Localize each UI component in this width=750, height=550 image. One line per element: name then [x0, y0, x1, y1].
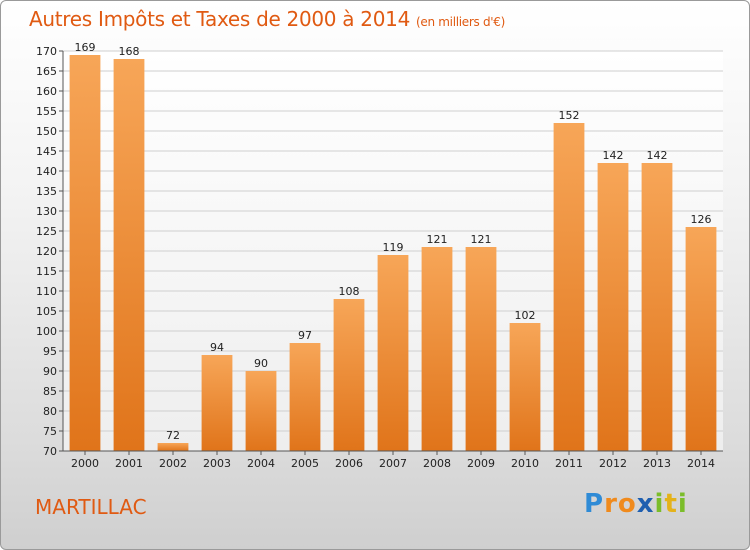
chart-title: Autres Impôts et Taxes de 2000 à 2014 (en…: [29, 7, 505, 31]
y-tick-label: 145: [36, 145, 57, 158]
x-tick-label: 2011: [555, 457, 583, 470]
logo-letter: x: [636, 489, 655, 519]
x-tick-label: 2009: [467, 457, 495, 470]
y-tick-label: 70: [43, 445, 57, 458]
y-tick-label: 165: [36, 65, 57, 78]
bar: [69, 55, 101, 451]
y-tick-label: 140: [36, 165, 57, 178]
x-tick-label: 2002: [159, 457, 187, 470]
y-tick-label: 90: [43, 365, 57, 378]
bars-group: 169 168 72 94 90 97 108 119 121 121 102 152 142 142 12…: [69, 41, 717, 451]
x-tick-label: 2012: [599, 457, 627, 470]
bar: [509, 323, 541, 451]
y-tick-label: 125: [36, 225, 57, 238]
logo-letter: P: [584, 489, 605, 519]
bar-value-label: 119: [383, 241, 404, 254]
bar-value-label: 90: [254, 357, 268, 370]
logo-letter: o: [617, 489, 637, 519]
proxiti-logo: Proxiti: [584, 489, 688, 519]
x-tick-label: 2014: [687, 457, 715, 470]
y-tick-label: 155: [36, 105, 57, 118]
bar-value-label: 152: [559, 109, 580, 122]
y-tick-label: 170: [36, 45, 57, 58]
y-tick-label: 150: [36, 125, 57, 138]
bar-value-label: 126: [691, 213, 712, 226]
bar-value-label: 121: [471, 233, 492, 246]
y-tick-label: 120: [36, 245, 57, 258]
y-tick-label: 95: [43, 345, 57, 358]
bar: [377, 255, 409, 451]
y-tick-label: 110: [36, 285, 57, 298]
x-tick-label: 2003: [203, 457, 231, 470]
bar: [157, 443, 189, 451]
bar: [333, 299, 365, 451]
y-tick-label: 105: [36, 305, 57, 318]
x-tick-label: 2001: [115, 457, 143, 470]
x-tick-label: 2007: [379, 457, 407, 470]
x-tick-label: 2004: [247, 457, 275, 470]
bar-value-label: 102: [515, 309, 536, 322]
chart-title-text: Autres Impôts et Taxes de 2000 à 2014: [29, 7, 410, 31]
bar-value-label: 142: [603, 149, 624, 162]
bar-value-label: 97: [298, 329, 312, 342]
logo-letter: i: [677, 489, 688, 519]
bar-value-label: 142: [647, 149, 668, 162]
y-tick-label: 160: [36, 85, 57, 98]
y-tick-label: 75: [43, 425, 57, 438]
x-tick-label: 2006: [335, 457, 363, 470]
bar: [597, 163, 629, 451]
logo-letter: t: [664, 489, 678, 519]
bar-value-label: 169: [75, 41, 96, 54]
bar: [289, 343, 321, 451]
y-tick-label: 115: [36, 265, 57, 278]
x-tick-label: 2005: [291, 457, 319, 470]
x-tick-label: 2010: [511, 457, 539, 470]
bar-value-label: 168: [119, 45, 140, 58]
bar-value-label: 72: [166, 429, 180, 442]
bar: [245, 371, 277, 451]
y-tick-label: 135: [36, 185, 57, 198]
bar-value-label: 94: [210, 341, 224, 354]
y-tick-label: 85: [43, 385, 57, 398]
bar: [113, 59, 145, 451]
commune-name: MARTILLAC: [35, 495, 147, 519]
bar: [641, 163, 673, 451]
y-tick-label: 100: [36, 325, 57, 338]
y-tick-label: 130: [36, 205, 57, 218]
bar: [465, 247, 497, 451]
axes-group: 70 75 80 85 90 95 100 105 110 115 120 125 130 135 140 1…: [36, 45, 723, 470]
bar-value-label: 121: [427, 233, 448, 246]
bar: [201, 355, 233, 451]
chart-subtitle: (en milliers d'€): [416, 15, 506, 29]
x-tick-label: 2013: [643, 457, 671, 470]
logo-letter: i: [654, 489, 665, 519]
bar-value-label: 108: [339, 285, 360, 298]
bar: [685, 227, 717, 451]
x-tick-label: 2000: [71, 457, 99, 470]
bar: [553, 123, 585, 451]
y-tick-label: 80: [43, 405, 57, 418]
x-tick-label: 2008: [423, 457, 451, 470]
bar: [421, 247, 453, 451]
logo-letter: r: [604, 489, 618, 519]
